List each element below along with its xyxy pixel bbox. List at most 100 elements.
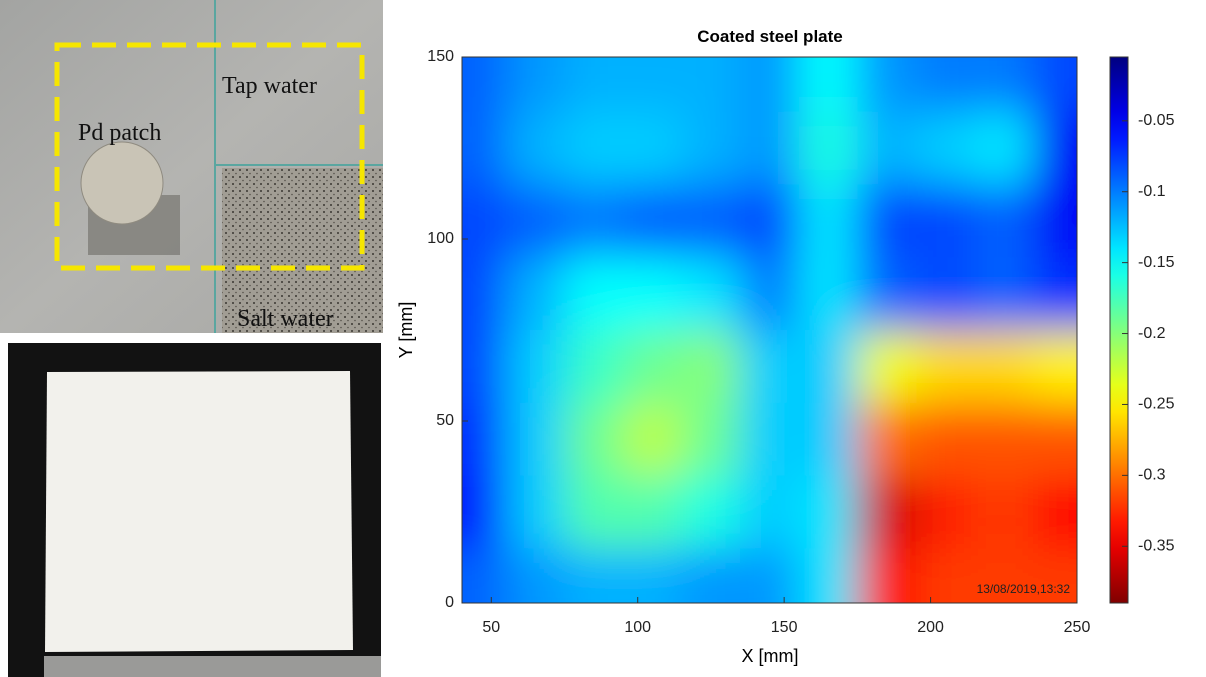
- chart-title: Coated steel plate: [697, 27, 843, 46]
- heat-cell: [565, 476, 625, 550]
- x-tick-label: 250: [1064, 619, 1091, 636]
- heat-cell: [623, 548, 683, 677]
- heat-cell: [387, 548, 507, 677]
- heat-cell: [623, 0, 683, 113]
- heat-cell: [799, 257, 859, 331]
- heat-cell: [506, 403, 566, 477]
- heat-cell: [916, 184, 976, 258]
- heat-cell: [740, 403, 800, 477]
- heat-cell: [623, 184, 683, 258]
- photo-coupon: Tap water Pd patch Salt water: [0, 0, 383, 333]
- heat-cell: [740, 476, 800, 550]
- heat-cell: [975, 184, 1035, 258]
- y-tick-label: 50: [436, 412, 454, 429]
- heat-cell: [740, 184, 800, 258]
- photo-label: Tap water: [222, 73, 317, 99]
- colorbar-tick-label: -0.2: [1138, 325, 1166, 342]
- heat-cell: [1033, 476, 1153, 550]
- heat-cell: [506, 112, 566, 186]
- heat-cell: [565, 330, 625, 404]
- heat-cell: [916, 112, 976, 186]
- heat-cell: [565, 257, 625, 331]
- heat-cell: [506, 0, 566, 113]
- heat-cell: [916, 0, 976, 113]
- heat-cell: [623, 403, 683, 477]
- y-tick-label: 100: [427, 230, 454, 247]
- heat-cell: [857, 330, 917, 404]
- heat-cell: [799, 112, 859, 186]
- heat-cell: [975, 476, 1035, 550]
- heat-cell: [916, 548, 976, 677]
- heat-cell: [506, 184, 566, 258]
- heat-cell: [799, 184, 859, 258]
- colorbar-tick-label: -0.15: [1138, 254, 1175, 271]
- heat-cell: [916, 476, 976, 550]
- figure: Tap water Pd patch Salt water Coated ste…: [0, 0, 1206, 677]
- heat-cell: [916, 257, 976, 331]
- heat-cell: [682, 476, 742, 550]
- heat-cell: [857, 403, 917, 477]
- heat-cell: [682, 184, 742, 258]
- colorbar-tick-label: -0.1: [1138, 183, 1166, 200]
- heat-cell: [975, 403, 1035, 477]
- heat-cell: [1033, 184, 1153, 258]
- heat-cell: [799, 403, 859, 477]
- x-tick-label: 150: [771, 619, 798, 636]
- x-axis-label: X [mm]: [742, 646, 799, 666]
- heat-cell: [857, 0, 917, 113]
- photo-label: Salt water: [237, 306, 334, 332]
- heat-cell: [506, 257, 566, 331]
- annotation: 13/08/2019,13:32: [977, 582, 1071, 596]
- heat-cell: [857, 476, 917, 550]
- colorbar: [1110, 57, 1128, 603]
- page: Tap water Pd patch Salt water Coated ste…: [0, 0, 1206, 677]
- heat-cell: [857, 112, 917, 186]
- heat-cell: [387, 476, 507, 550]
- heat-cell: [1033, 330, 1153, 404]
- heat-cell: [799, 548, 859, 677]
- heat-cell: [623, 330, 683, 404]
- heat-cell: [682, 330, 742, 404]
- heat-cell: [799, 0, 859, 113]
- heat-cell: [1033, 403, 1153, 477]
- heat-cell: [740, 0, 800, 113]
- colorbar-tick-label: -0.35: [1138, 537, 1175, 554]
- heat-cell: [623, 112, 683, 186]
- heat-cell: [740, 112, 800, 186]
- heat-cell: [916, 403, 976, 477]
- heat-cell: [799, 330, 859, 404]
- y-tick-label: 0: [445, 594, 454, 611]
- heat-cell: [1033, 257, 1153, 331]
- heat-cell: [682, 257, 742, 331]
- heat-cell: [682, 0, 742, 113]
- heat-cell: [565, 0, 625, 113]
- heat-cell: [975, 0, 1035, 113]
- heat-cell: [682, 403, 742, 477]
- heat-cell: [387, 112, 507, 186]
- x-tick-label: 50: [482, 619, 500, 636]
- heat-cell: [565, 184, 625, 258]
- heat-cell: [857, 184, 917, 258]
- heat-cell: [740, 330, 800, 404]
- heat-cell: [1033, 0, 1153, 113]
- colorbar-tick-label: -0.25: [1138, 396, 1175, 413]
- heat-cell: [682, 548, 742, 677]
- heat-cell: [682, 112, 742, 186]
- x-tick-label: 100: [624, 619, 651, 636]
- colorbar-tick-label: -0.05: [1138, 112, 1175, 129]
- heat-cell: [975, 330, 1035, 404]
- heat-cell: [506, 330, 566, 404]
- heat-cell: [565, 403, 625, 477]
- x-tick-label: 200: [917, 619, 944, 636]
- heatmap: [387, 0, 1152, 677]
- heat-cell: [506, 548, 566, 677]
- heat-cell: [975, 548, 1035, 677]
- heat-cell: [623, 257, 683, 331]
- heat-cell: [1033, 112, 1153, 186]
- heat-cell: [565, 112, 625, 186]
- colorbar-tick-label: -0.3: [1138, 467, 1166, 484]
- y-tick-label: 150: [427, 48, 454, 65]
- heat-cell: [799, 476, 859, 550]
- heat-cell: [1033, 548, 1153, 677]
- photo-plate: [8, 343, 381, 677]
